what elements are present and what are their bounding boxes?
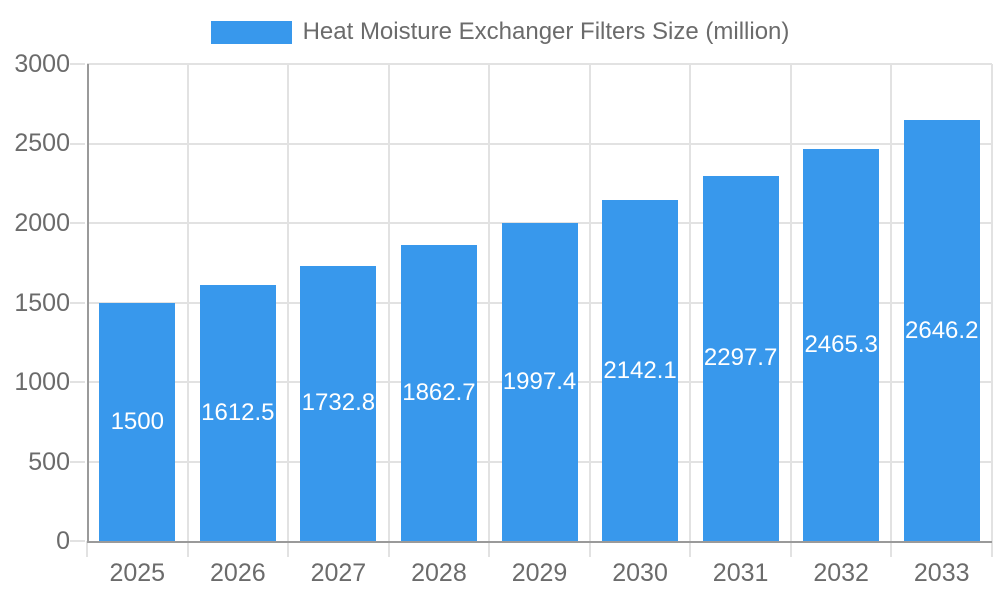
plot-area: 1500 2025 1612.5 2026 1732.8 2027 1862.7 2028 19…	[70, 63, 993, 587]
x-tick-mark	[991, 541, 993, 557]
x-tick-mark	[186, 541, 189, 557]
bar-value-label: 1732.8	[301, 389, 376, 417]
y-axis: 0 500 1000 1500 2000 2500 3000	[0, 50, 70, 555]
x-axis-label: 2026	[210, 559, 266, 587]
x-axis-label: 2029	[511, 559, 568, 587]
bar-value-label: 2465.3	[804, 331, 878, 359]
h-gridline	[87, 142, 992, 145]
y-axis-label: 0	[56, 527, 70, 555]
v-gridline	[186, 64, 189, 541]
x-tick-mark	[488, 541, 491, 557]
x-tick-mark	[588, 541, 591, 557]
y-tick-mark	[70, 460, 85, 463]
bar-value-label: 2646.2	[905, 316, 979, 344]
v-gridline	[689, 64, 692, 541]
v-gridline	[287, 64, 290, 541]
bar-2027[interactable]: 1732.8	[300, 265, 377, 541]
bar-value-label: 2297.7	[703, 344, 778, 372]
v-gridline	[488, 64, 491, 541]
y-tick-mark	[70, 142, 85, 145]
legend-swatch-icon	[210, 20, 292, 44]
x-tick-mark	[890, 541, 893, 557]
y-axis-label: 2000	[14, 208, 70, 237]
x-tick-mark	[387, 541, 390, 557]
bar-2032[interactable]: 2465.3	[803, 149, 880, 541]
v-gridline	[789, 64, 792, 541]
v-gridline	[991, 64, 993, 541]
bar-value-label: 1612.5	[201, 398, 275, 426]
x-tick-mark	[287, 541, 290, 557]
x-tick-mark	[689, 541, 692, 557]
bar-2028[interactable]: 1862.7	[400, 244, 477, 541]
x-axis-line	[87, 541, 992, 543]
bar-2031[interactable]: 2297.7	[702, 175, 779, 541]
bar-value-label: 1862.7	[402, 378, 476, 406]
y-tick-mark	[70, 301, 85, 304]
bar-2030[interactable]: 2142.1	[602, 200, 679, 541]
bar-2029[interactable]: 1997.4	[501, 223, 578, 541]
x-axis-label: 2030	[612, 559, 668, 587]
x-axis-label: 2028	[411, 559, 467, 587]
y-axis-label: 2500	[14, 129, 70, 158]
y-tick-mark	[70, 540, 85, 542]
y-tick-mark	[70, 381, 85, 384]
y-axis-label: 1000	[14, 367, 70, 396]
y-axis-label: 3000	[14, 50, 70, 78]
x-axis-label: 2025	[109, 559, 166, 587]
h-gridline	[87, 63, 992, 65]
x-axis-label: 2027	[310, 559, 367, 587]
x-axis-label: 2031	[712, 559, 769, 587]
v-gridline	[387, 64, 390, 541]
legend-label: Heat Moisture Exchanger Filters Size (mi…	[302, 18, 790, 45]
bar-2033[interactable]: 2646.2	[903, 120, 980, 541]
bar-value-label: 2142.1	[603, 356, 677, 384]
bar-2025[interactable]: 1500	[99, 302, 176, 541]
chart-legend[interactable]: Heat Moisture Exchanger Filters Size (mi…	[0, 18, 1000, 46]
bar-2026[interactable]: 1612.5	[199, 284, 276, 541]
bar-value-label: 1500	[110, 407, 164, 435]
y-tick-mark	[70, 222, 85, 225]
h-gridline	[87, 222, 992, 225]
v-gridline	[588, 64, 591, 541]
y-axis-label: 1500	[14, 288, 70, 317]
y-tick-mark	[70, 63, 85, 65]
x-tick-mark	[86, 541, 88, 557]
x-axis-label: 2032	[813, 559, 869, 587]
v-gridline	[890, 64, 893, 541]
y-axis-line	[87, 64, 89, 543]
x-tick-mark	[789, 541, 792, 557]
bar-value-label: 1997.4	[502, 368, 577, 396]
y-axis-label: 500	[28, 447, 70, 476]
x-axis-label: 2033	[913, 559, 970, 587]
